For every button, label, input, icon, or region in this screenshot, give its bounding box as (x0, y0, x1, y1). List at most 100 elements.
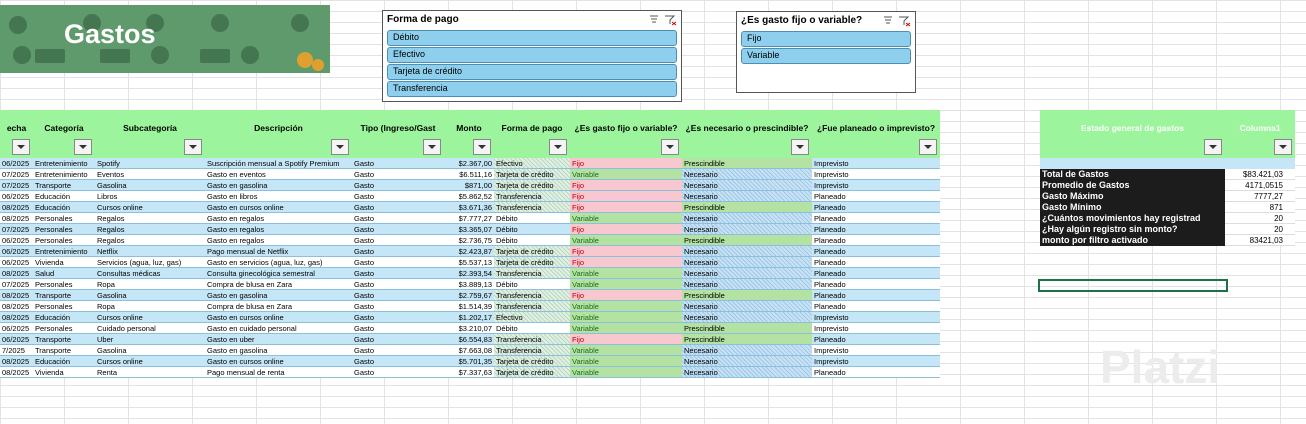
table-cell: Gasto (352, 334, 444, 345)
selected-cell[interactable] (1038, 279, 1228, 292)
filter-button[interactable] (1204, 139, 1222, 155)
money-icons (9, 14, 324, 71)
table-cell: $2.759,67 (444, 290, 494, 301)
table-cell: Transferencia (494, 191, 570, 202)
table-cell: Planeado (812, 224, 940, 235)
table-cell: $6.511,16 (444, 169, 494, 180)
filter-button[interactable] (549, 139, 567, 155)
header-text: Forma de pago (501, 123, 563, 133)
column-header: Descripción (205, 110, 352, 158)
table-cell: $7.337,63 (444, 367, 494, 378)
table-cell: $2.736,75 (444, 235, 494, 246)
slicer-item[interactable]: Débito (387, 30, 677, 46)
filter-button[interactable] (74, 139, 92, 155)
table-cell: Regalos (95, 213, 205, 224)
table-cell: Planeado (812, 334, 940, 345)
table-cell: $871,00 (444, 180, 494, 191)
table-cell: Gasto (352, 312, 444, 323)
table-cell: Gasto en libros (205, 191, 352, 202)
table-cell: 08/2025 (0, 312, 33, 323)
filter-button[interactable] (423, 139, 441, 155)
banner: Gastos (0, 5, 330, 73)
table-cell: Gasto (352, 246, 444, 257)
table-cell: Prescindible (682, 323, 812, 334)
summary-header: Columna1 (1225, 110, 1295, 158)
table-cell: Personales (33, 301, 95, 312)
slicer-item[interactable]: Tarjeta de crédito (387, 64, 677, 80)
table-cell: Planeado (812, 301, 940, 312)
table-cell: Tarjeta de crédito (494, 169, 570, 180)
table-cell: Entretenimiento (33, 246, 95, 257)
summary-cell: monto por filtro activado (1040, 235, 1225, 246)
slicer[interactable]: ¿Es gasto fijo o variable? Fijo Variable (736, 11, 916, 93)
table-cell: Variable (570, 312, 682, 323)
table-cell: Gasto en regalos (205, 213, 352, 224)
filter-button[interactable] (1274, 139, 1292, 155)
table-cell: 06/2025 (0, 191, 33, 202)
table-cell: Tarjeta de crédito (494, 246, 570, 257)
table-cell: Gasto (352, 235, 444, 246)
column-header: Tipo (Ingreso/Gast (352, 110, 444, 158)
table-cell: Planeado (812, 235, 940, 246)
summary-cell: ¿Cuántos movimientos hay registrad (1040, 213, 1225, 224)
slicer-item[interactable]: Efectivo (387, 47, 677, 63)
header-text: ¿Es gasto fijo o variable? (574, 123, 678, 133)
slicer-icons[interactable] (648, 14, 678, 26)
table-cell: Necesario (682, 169, 812, 180)
table-cell: Tarjeta de crédito (494, 257, 570, 268)
slicer[interactable]: Forma de pago Débito Efectivo Tarjeta de cr… (382, 10, 682, 102)
summary-cell: 20 (1225, 213, 1295, 224)
slicer-item[interactable]: Fijo (741, 31, 911, 47)
filter-button[interactable] (473, 139, 491, 155)
header-text: Tipo (Ingreso/Gast (360, 123, 436, 133)
table-cell: Gasto (352, 213, 444, 224)
slicer-item[interactable]: Transferencia (387, 81, 677, 97)
filter-button[interactable] (919, 139, 937, 155)
table-cell: Regalos (95, 224, 205, 235)
slicer-icons[interactable] (882, 15, 912, 27)
table-cell: $3.365,07 (444, 224, 494, 235)
column-header: echa (0, 110, 33, 158)
table-cell: Planeado (812, 246, 940, 257)
summary-cell: $83.421,03 (1225, 169, 1295, 180)
table-cell: Variable (570, 279, 682, 290)
table-cell: 07/2025 (0, 279, 33, 290)
filter-button[interactable] (331, 139, 349, 155)
table-cell: Transporte (33, 334, 95, 345)
table-cell: Transferencia (494, 301, 570, 312)
table-cell: 06/2025 (0, 246, 33, 257)
slicer-item[interactable]: Variable (741, 48, 911, 64)
table-cell: Pago mensual de Netflix (205, 246, 352, 257)
table-cell: Gasto (352, 257, 444, 268)
table-cell: Gasto en regalos (205, 235, 352, 246)
summary-cell: Promedio de Gastos (1040, 180, 1225, 191)
table-cell: Gasto en cuidado personal (205, 323, 352, 334)
table-cell: Vivienda (33, 367, 95, 378)
header-text: Monto (456, 123, 482, 133)
table-cell: Gasto (352, 268, 444, 279)
filter-button[interactable] (184, 139, 202, 155)
table-cell: Libros (95, 191, 205, 202)
table-cell: Gasolina (95, 290, 205, 301)
table-cell: Planeado (812, 290, 940, 301)
table-cell: Fijo (570, 202, 682, 213)
column-header: Categoría (33, 110, 95, 158)
filter-button[interactable] (661, 139, 679, 155)
summary-cell: 83421,03 (1225, 235, 1295, 246)
table-cell: Gasto (352, 224, 444, 235)
filter-button[interactable] (12, 139, 30, 155)
table-cell: 06/2025 (0, 334, 33, 345)
table-cell: Imprevisto (812, 312, 940, 323)
table-cell: 08/2025 (0, 301, 33, 312)
filter-button[interactable] (791, 139, 809, 155)
table-cell: Fijo (570, 334, 682, 345)
table-cell: Prescindible (682, 334, 812, 345)
table-cell: Gasto en cursos online (205, 312, 352, 323)
table-cell: Planeado (812, 367, 940, 378)
table-cell: $1.514,39 (444, 301, 494, 312)
table-cell: Gasto (352, 323, 444, 334)
table-cell: Consulta ginecológica semestral (205, 268, 352, 279)
table-cell: Uber (95, 334, 205, 345)
table-cell: $7.777,27 (444, 213, 494, 224)
